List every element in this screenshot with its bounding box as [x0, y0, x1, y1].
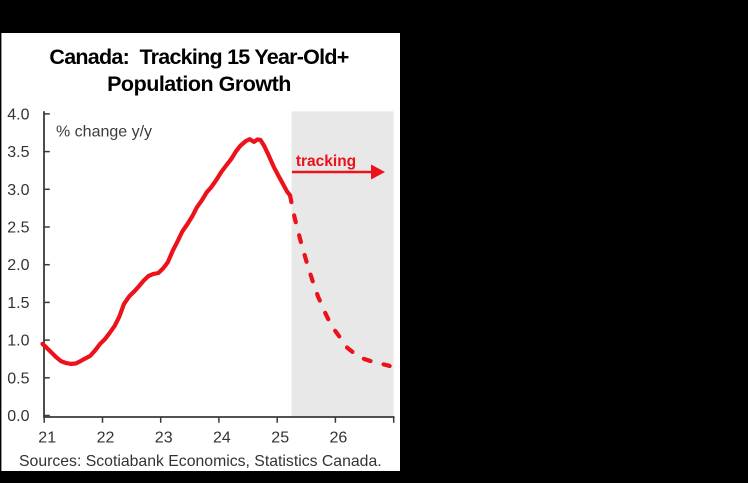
svg-text:21: 21 [38, 430, 56, 447]
svg-text:3.5: 3.5 [7, 144, 29, 161]
svg-text:0.0: 0.0 [7, 408, 29, 425]
svg-text:23: 23 [155, 430, 173, 447]
svg-text:24: 24 [213, 430, 231, 447]
svg-text:Population Growth: Population Growth [107, 72, 291, 96]
svg-text:22: 22 [97, 430, 115, 447]
svg-text:0.5: 0.5 [7, 370, 29, 387]
svg-text:25: 25 [271, 430, 289, 447]
svg-text:Sources: Scotiabank Economics,: Sources: Scotiabank Economics, Statistic… [19, 453, 382, 470]
svg-text:1.0: 1.0 [7, 333, 29, 350]
svg-text:4.0: 4.0 [7, 106, 29, 123]
svg-text:1.5: 1.5 [7, 295, 29, 312]
svg-text:2.5: 2.5 [7, 220, 29, 237]
svg-text:tracking: tracking [296, 153, 356, 170]
svg-text:3.0: 3.0 [7, 182, 29, 199]
svg-text:Canada: Tracking 15 Year-Old+: Canada: Tracking 15 Year-Old+ [49, 45, 348, 69]
svg-text:26: 26 [330, 430, 348, 447]
svg-text:2.0: 2.0 [7, 257, 29, 274]
svg-text:% change y/y: % change y/y [56, 123, 152, 140]
